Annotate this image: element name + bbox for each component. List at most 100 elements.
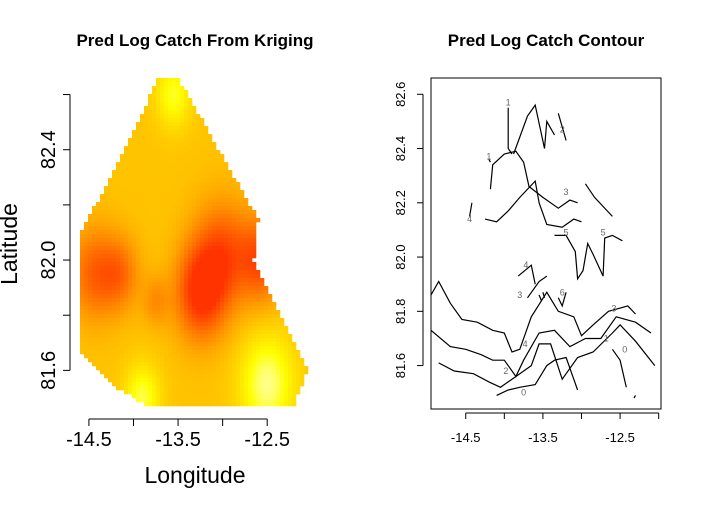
heat-cell	[156, 366, 161, 371]
heat-cell	[132, 366, 137, 371]
heat-cell	[160, 286, 165, 291]
heat-cell	[160, 370, 165, 375]
heat-cell	[136, 246, 141, 251]
heat-cell	[152, 214, 157, 219]
heat-cell	[140, 346, 145, 351]
heat-cell	[152, 274, 157, 279]
heat-cell	[92, 342, 97, 347]
heat-cell	[212, 186, 217, 191]
heat-cell	[192, 402, 197, 407]
heat-cell	[228, 222, 233, 227]
heat-cell	[148, 302, 153, 307]
heat-cell	[228, 318, 233, 323]
heat-cell	[220, 294, 225, 299]
heat-cell	[116, 342, 121, 347]
heat-cell	[204, 270, 209, 275]
heat-cell	[248, 362, 253, 367]
heat-cell	[164, 126, 169, 131]
heat-cell	[180, 394, 185, 399]
heat-cell	[136, 366, 141, 371]
heat-cell	[180, 254, 185, 259]
heat-cell	[96, 318, 101, 323]
heat-cell	[216, 234, 221, 239]
heat-cell	[96, 294, 101, 299]
heat-cell	[152, 86, 157, 91]
heat-cell	[148, 322, 153, 327]
heat-cell	[212, 318, 217, 323]
heat-cell	[112, 354, 117, 359]
heat-cell	[124, 258, 129, 263]
heat-cell	[164, 198, 169, 203]
heat-cell	[192, 194, 197, 199]
heat-cell	[232, 302, 237, 307]
heat-cell	[256, 346, 261, 351]
heat-cell	[116, 306, 121, 311]
heat-cell	[144, 270, 149, 275]
heat-cell	[104, 222, 109, 227]
heat-cell	[148, 194, 153, 199]
heat-cell	[148, 214, 153, 219]
heat-cell	[200, 386, 205, 391]
heat-cell	[148, 202, 153, 207]
heat-cell	[292, 398, 297, 403]
heat-cell	[188, 262, 193, 267]
heat-cell	[88, 218, 93, 223]
heat-cell	[172, 382, 177, 387]
heat-cell	[172, 134, 177, 139]
heat-cell	[168, 390, 173, 395]
heat-cell	[244, 254, 249, 259]
heat-cell	[180, 134, 185, 139]
heat-cell	[276, 338, 281, 343]
heat-cell	[112, 242, 117, 247]
heat-cell	[208, 158, 213, 163]
kriging-x-label: Longitude	[144, 462, 245, 488]
heat-cell	[216, 358, 221, 363]
kriging-title: Pred Log Catch From Kriging	[76, 31, 313, 50]
heat-cell	[136, 226, 141, 231]
heat-cell	[80, 258, 85, 263]
heat-cell	[168, 294, 173, 299]
heat-cell	[120, 258, 125, 263]
heat-cell	[168, 330, 173, 335]
heat-cell	[236, 262, 241, 267]
heat-cell	[152, 114, 157, 119]
heat-cell	[228, 402, 233, 407]
heat-cell	[268, 362, 273, 367]
heat-cell	[132, 138, 137, 143]
heat-cell	[168, 250, 173, 255]
heat-cell	[256, 382, 261, 387]
heat-cell	[224, 322, 229, 327]
heat-cell	[196, 370, 201, 375]
heat-cell	[284, 378, 289, 383]
heat-cell	[160, 342, 165, 347]
heat-cell	[212, 342, 217, 347]
heat-cell	[148, 330, 153, 335]
heat-cell	[144, 314, 149, 319]
heat-cell	[128, 230, 133, 235]
heat-cell	[200, 126, 205, 131]
heat-cell	[140, 214, 145, 219]
heat-cell	[264, 306, 269, 311]
heat-cell	[88, 262, 93, 267]
heat-cell	[108, 226, 113, 231]
heat-cell	[276, 310, 281, 315]
heat-cell	[212, 178, 217, 183]
heat-cell	[204, 274, 209, 279]
heat-cell	[152, 362, 157, 367]
heat-cell	[128, 302, 133, 307]
heat-cell	[244, 258, 249, 263]
heat-cell	[88, 274, 93, 279]
heat-cell	[260, 370, 265, 375]
heat-cell	[172, 202, 177, 207]
heat-cell	[140, 350, 145, 355]
heat-cell	[208, 334, 213, 339]
heat-cell	[208, 250, 213, 255]
heat-cell	[132, 258, 137, 263]
heat-cell	[136, 282, 141, 287]
heat-cell	[140, 330, 145, 335]
heat-cell	[88, 278, 93, 283]
heat-cell	[208, 390, 213, 395]
heat-cell	[108, 338, 113, 343]
heat-cell	[284, 334, 289, 339]
heat-cell	[216, 270, 221, 275]
